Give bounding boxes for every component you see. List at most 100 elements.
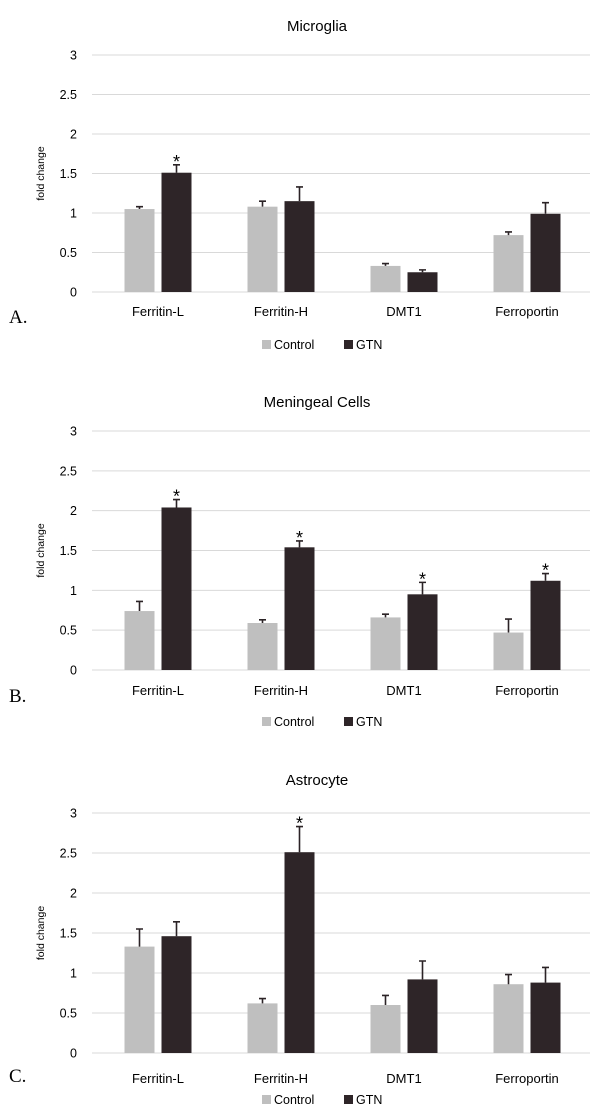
legend: Control GTN [262, 338, 382, 352]
bar-gtn-ferritin-h [284, 547, 315, 670]
y-tick-label: 3 [70, 49, 77, 63]
error-bar [382, 994, 389, 1005]
error-bar [382, 613, 389, 618]
x-tick-label: Ferritin-L [132, 683, 184, 698]
y-tick-label: 2 [70, 128, 77, 142]
x-tick-label: Ferritin-H [254, 683, 308, 698]
bar-gtn-dmt1 [407, 272, 438, 292]
legend-label-control: Control [274, 338, 314, 352]
error-bar [296, 540, 303, 548]
error-bar [259, 619, 266, 623]
x-tick-label: Ferritin-H [254, 304, 308, 319]
error-bar [505, 618, 512, 633]
bar-gtn-ferritin-l [161, 172, 192, 292]
bar-gtn-ferroportin [530, 580, 561, 670]
legend-label-control: Control [274, 1093, 314, 1107]
y-tick-label: 1.5 [60, 927, 77, 941]
legend-swatch-control [262, 1095, 271, 1104]
chart-title: Meningeal Cells [264, 394, 371, 411]
legend-label-gtn: GTN [356, 338, 382, 352]
significance-star: * [173, 487, 180, 507]
error-bar [505, 231, 512, 236]
bar-gtn-ferritin-h [284, 852, 315, 1053]
error-bar [542, 201, 549, 214]
legend-label-gtn: GTN [356, 1093, 382, 1107]
chart-title: Microglia [287, 18, 348, 35]
y-tick-label: 0.5 [60, 1007, 77, 1021]
legend-swatch-gtn [344, 340, 353, 349]
bar-gtn-ferroportin [530, 213, 561, 292]
x-tick-label: Ferroportin [495, 304, 559, 319]
chart-panel-2: 0 0.5 1 1.5 2 2.5 3 Meningeal Cells fold change *… [9, 394, 590, 729]
legend-swatch-control [262, 717, 271, 726]
legend: Control GTN [262, 715, 382, 729]
y-tick-label: 2 [70, 887, 77, 901]
error-bar [296, 825, 303, 853]
error-bar [505, 973, 512, 985]
bar-control-ferritin-h [247, 206, 278, 292]
error-bar [173, 164, 180, 173]
bar-gtn-ferritin-h [284, 201, 315, 292]
error-bar [542, 966, 549, 983]
bar-control-ferritin-h [247, 1003, 278, 1053]
significance-star: * [296, 528, 303, 548]
error-bar [382, 262, 389, 266]
bar-control-dmt1 [370, 265, 401, 292]
error-bar [419, 960, 426, 980]
chart-title: Astrocyte [286, 772, 349, 789]
legend: Control GTN [262, 1093, 382, 1107]
chart-panel-1: 0 0.5 1 1.5 2 2.5 3 Microglia fold change * Ferrit… [9, 18, 590, 352]
bar-gtn-ferritin-l [161, 936, 192, 1053]
significance-star: * [173, 152, 180, 172]
y-tick-label: 2.5 [60, 464, 77, 478]
bar-control-dmt1 [370, 1005, 401, 1053]
y-axis-label: fold change [35, 146, 47, 200]
chart-panel-3: 0 0.5 1 1.5 2 2.5 3 Astrocyte fold change * Ferrit… [9, 772, 590, 1107]
y-tick-label: 0 [70, 1047, 77, 1061]
y-tick-label: 0 [70, 664, 77, 678]
error-bar [136, 928, 143, 947]
significance-star: * [542, 561, 549, 581]
error-bar [173, 498, 180, 508]
legend-label-control: Control [274, 715, 314, 729]
bar-control-ferroportin [493, 235, 524, 292]
bar-gtn-ferritin-l [161, 507, 192, 670]
legend-swatch-gtn [344, 717, 353, 726]
y-tick-label: 3 [70, 425, 77, 439]
y-tick-label: 1.5 [60, 544, 77, 558]
bar-control-ferritin-l [124, 611, 155, 670]
legend-label-gtn: GTN [356, 715, 382, 729]
x-tick-label: DMT1 [386, 1071, 421, 1086]
bar-control-ferritin-l [124, 209, 155, 292]
bar-control-dmt1 [370, 617, 401, 670]
error-bar [173, 921, 180, 937]
bar-control-ferritin-l [124, 946, 155, 1053]
y-axis-label: fold change [35, 523, 47, 577]
y-tick-label: 1 [70, 967, 77, 981]
panel-label: C. [9, 1066, 26, 1087]
x-tick-label: Ferritin-H [254, 1071, 308, 1086]
error-bar [296, 186, 303, 202]
bar-control-ferritin-h [247, 622, 278, 670]
bar-control-ferroportin [493, 984, 524, 1053]
error-bar [419, 581, 426, 595]
legend-swatch-gtn [344, 1095, 353, 1104]
x-tick-label: DMT1 [386, 304, 421, 319]
error-bar [136, 205, 143, 210]
error-bar [259, 997, 266, 1004]
legend-swatch-control [262, 340, 271, 349]
x-tick-label: Ferroportin [495, 1071, 559, 1086]
error-bar [136, 600, 143, 612]
x-tick-label: Ferroportin [495, 683, 559, 698]
y-tick-label: 1.5 [60, 167, 77, 181]
bar-gtn-dmt1 [407, 979, 438, 1053]
significance-star: * [296, 814, 303, 834]
bar-gtn-ferroportin [530, 982, 561, 1053]
x-tick-label: Ferritin-L [132, 1071, 184, 1086]
y-tick-label: 1 [70, 207, 77, 221]
y-tick-label: 0.5 [60, 624, 77, 638]
y-tick-label: 1 [70, 584, 77, 598]
x-tick-label: Ferritin-L [132, 304, 184, 319]
error-bar [542, 572, 549, 581]
